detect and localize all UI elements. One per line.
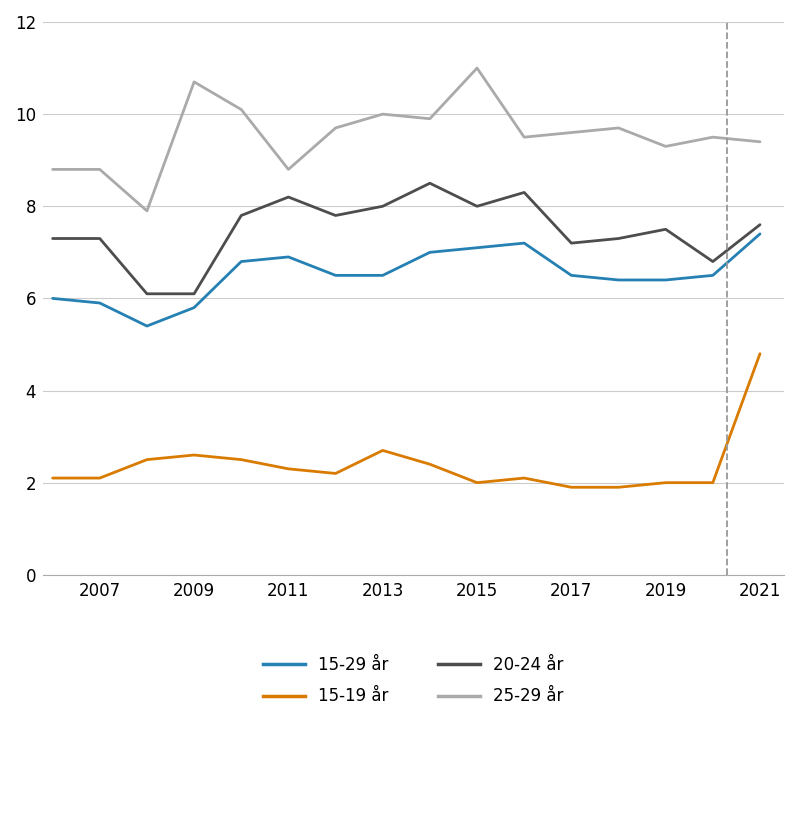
Legend: 15-29 år, 15-19 år, 20-24 år, 25-29 år: 15-29 år, 15-19 år, 20-24 år, 25-29 år	[256, 649, 570, 712]
